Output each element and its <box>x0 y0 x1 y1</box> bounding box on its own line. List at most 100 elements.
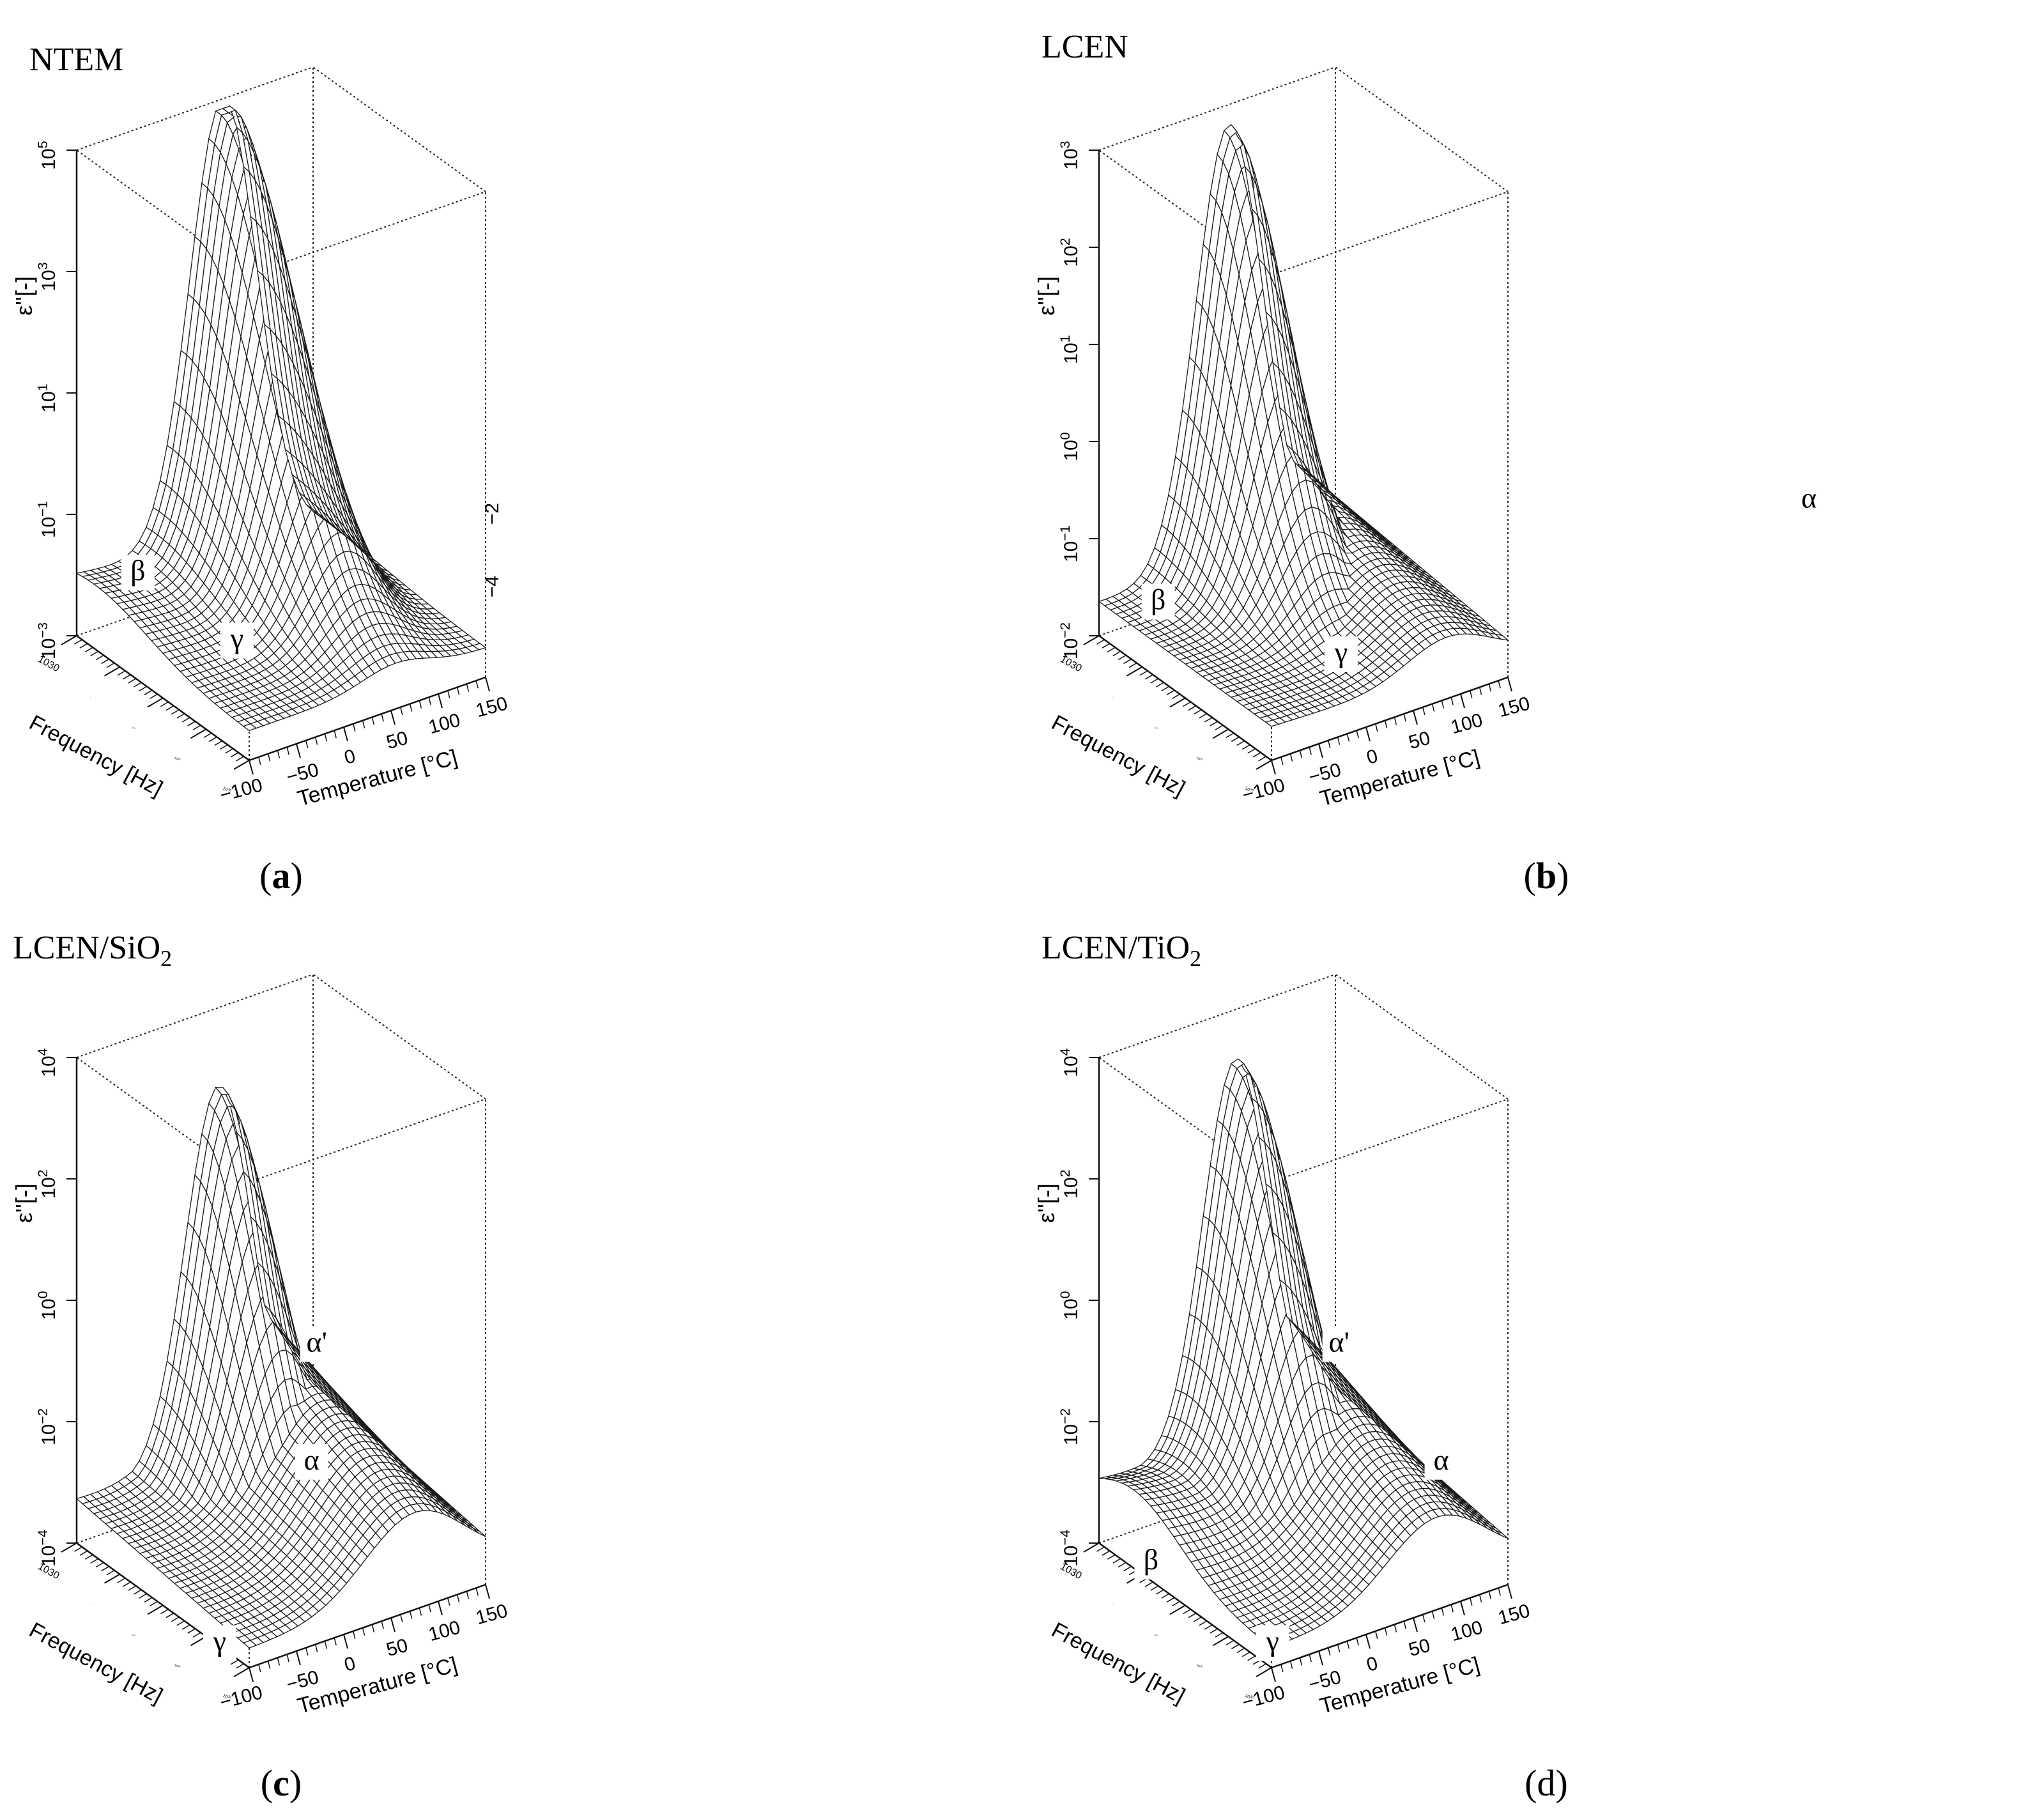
peak-label-box <box>1324 636 1358 672</box>
x-minor-tick <box>419 700 422 709</box>
x-minor-tick <box>1431 1611 1435 1619</box>
y-minor-tick <box>214 740 223 746</box>
y-minor-tick <box>236 1663 244 1669</box>
x-minor-tick <box>1299 1657 1303 1666</box>
y-minor-tick <box>1210 721 1218 726</box>
y-minor-tick <box>1112 650 1121 657</box>
z-tick-label: 10−3 <box>35 622 59 659</box>
y-tick-label: 1030 <box>1195 1663 1203 1670</box>
x-minor-tick <box>456 687 460 695</box>
x-minor-tick <box>343 1634 346 1643</box>
z-tick-label: 101 <box>35 383 59 412</box>
x-minor-tick <box>419 1608 422 1616</box>
x-tick-label: 150 <box>1496 693 1532 721</box>
y-minor-tick <box>241 760 250 765</box>
y-minor-tick <box>225 748 234 754</box>
y-minor-tick <box>192 1632 201 1638</box>
y-minor-tick <box>101 1565 110 1572</box>
peak-label-box <box>1424 1443 1458 1480</box>
y-minor-tick <box>165 705 174 711</box>
y-minor-tick <box>1177 1604 1186 1611</box>
y-minor-tick <box>1155 682 1164 688</box>
panel-caption: (a) <box>259 855 303 896</box>
z-tick-label: 10−4 <box>1057 1530 1082 1567</box>
x-minor-tick <box>1318 743 1321 752</box>
y-minor-tick <box>187 1628 196 1634</box>
y-minor-tick <box>144 689 153 695</box>
peak-label: γ <box>1266 1625 1279 1657</box>
surface-cell <box>1098 598 1113 606</box>
x-minor-tick <box>353 723 356 732</box>
y-axis-title: Frequency [Hz] <box>1047 1618 1188 1709</box>
y-minor-tick <box>150 1601 158 1607</box>
x-tick-label: 100 <box>426 1617 463 1645</box>
x-minor-tick <box>428 697 431 705</box>
y-tick-label: 1030 <box>1244 785 1254 794</box>
x-minor-tick <box>1431 703 1435 712</box>
y-tick-label: 1030 <box>36 654 61 674</box>
y-tick-label: 1030 <box>89 1604 91 1606</box>
panel-caption: (c) <box>261 1762 302 1804</box>
z-axis-title: ε''[-] <box>11 276 37 316</box>
panel-title: LCEN <box>1041 29 1128 65</box>
temperature-axis <box>1271 676 1509 762</box>
x-minor-tick <box>1309 1654 1312 1663</box>
panel-title: LCEN/TiO2 <box>1041 930 1201 971</box>
y-minor-tick <box>1150 678 1159 684</box>
y-minor-tick <box>1102 643 1110 649</box>
y-minor-tick <box>84 647 93 652</box>
z-tick-label: 103 <box>35 262 59 291</box>
y-minor-tick <box>1193 1617 1202 1622</box>
y-axis-title: Frequency [Hz] <box>25 1618 166 1709</box>
x-minor-tick <box>1289 753 1293 762</box>
x-minor-tick <box>1328 740 1331 748</box>
y-minor-tick <box>1220 1636 1229 1641</box>
y-minor-tick <box>1236 740 1245 746</box>
x-minor-tick <box>296 1650 299 1659</box>
y-tick-label: 1030 <box>1112 696 1114 698</box>
y-minor-tick <box>112 1574 120 1580</box>
x-minor-tick <box>390 710 394 719</box>
x-tick-label: 50 <box>384 728 410 754</box>
y-tick-label: 1030 <box>132 726 137 731</box>
y-minor-tick <box>1226 732 1234 738</box>
x-tick-label: 50 <box>1406 1635 1433 1661</box>
y-minor-tick <box>1263 760 1272 765</box>
y-minor-tick <box>1199 713 1208 719</box>
z-tick-label: 105 <box>35 141 59 169</box>
panel-title: LCEN/SiO2 <box>13 930 172 971</box>
y-minor-tick <box>176 713 185 719</box>
y-minor-tick <box>155 697 164 703</box>
x-minor-tick <box>1271 760 1274 769</box>
x-minor-tick <box>1498 680 1501 689</box>
y-tick-label: 1030 <box>1058 1561 1084 1581</box>
y-minor-tick <box>1252 752 1261 758</box>
x-minor-tick <box>1394 717 1397 725</box>
x-minor-tick <box>1470 1597 1473 1606</box>
x-minor-tick <box>267 1661 271 1669</box>
x-minor-tick <box>1346 1641 1350 1649</box>
y-minor-tick <box>1139 670 1148 676</box>
x-minor-tick <box>371 717 375 725</box>
x-minor-tick <box>324 1641 328 1649</box>
x-minor-tick <box>390 1617 394 1626</box>
y-minor-tick <box>181 717 190 723</box>
y-minor-tick <box>192 725 201 730</box>
x-minor-tick <box>1375 1631 1378 1639</box>
y-minor-tick <box>90 650 99 657</box>
surface-cell <box>75 1496 91 1505</box>
y-minor-tick <box>1118 1562 1126 1568</box>
peak-label-box <box>121 555 155 591</box>
y-tick-label: 1030 <box>36 1561 61 1581</box>
y-minor-tick <box>1091 635 1100 641</box>
y-minor-tick <box>1118 654 1126 661</box>
x-minor-tick <box>428 1604 431 1613</box>
y-minor-tick <box>79 643 88 649</box>
x-minor-tick <box>1356 730 1359 739</box>
peak-label: β <box>1144 1543 1158 1576</box>
z-axis-title: ε''[-] <box>1033 1183 1059 1223</box>
y-minor-tick <box>181 1624 190 1630</box>
y-minor-tick <box>1102 1550 1110 1556</box>
